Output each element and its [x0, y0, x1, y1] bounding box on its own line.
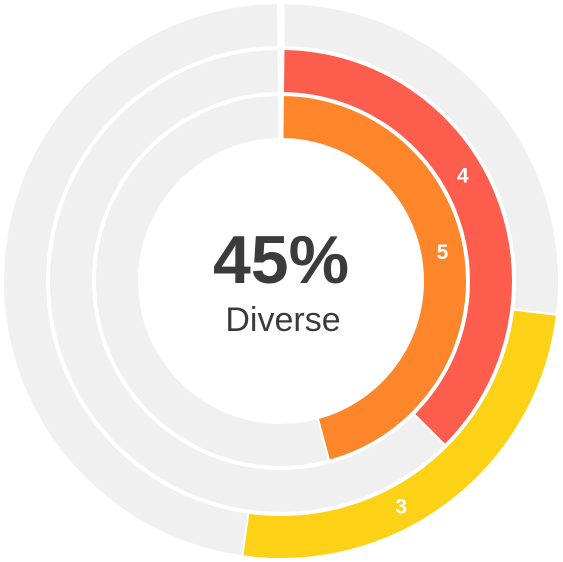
ring-arc-5	[281, 93, 468, 462]
ring-arc-4	[281, 48, 514, 447]
ring-arcs	[241, 48, 559, 560]
center-value: 45%	[213, 222, 349, 298]
ring-label-4: 4	[457, 165, 469, 188]
ring-label-3: 3	[395, 496, 407, 519]
ring-arc-3	[241, 308, 559, 560]
ring-label-5: 5	[437, 241, 449, 264]
center-caption: Diverse	[225, 301, 340, 339]
ring-labels: 3 4 5	[395, 165, 469, 519]
